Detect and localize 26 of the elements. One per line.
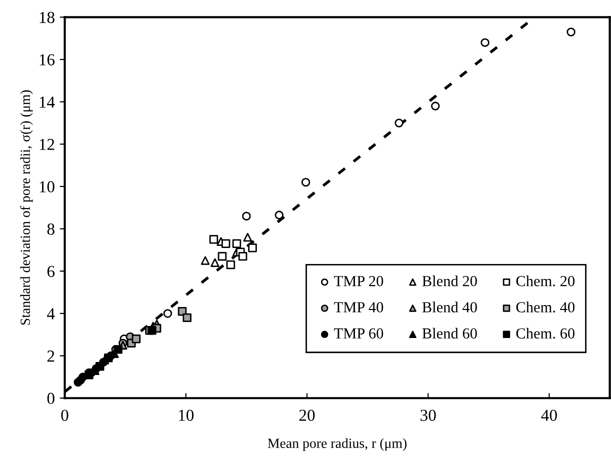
x-tick-label: 20 — [299, 410, 315, 421]
legend-label: Chem. 60 — [516, 328, 575, 339]
y-tick-label: 6 — [47, 266, 55, 278]
y-tick-label: 2 — [47, 350, 54, 362]
legend-label: Chem. 20 — [516, 275, 575, 286]
legend-label: TMP 40 — [334, 302, 384, 312]
legend-label: TMP 60 — [334, 328, 384, 339]
x-axis-title: Mean pore radius, r (μm) — [268, 438, 407, 451]
legend-label: Blend 20 — [422, 275, 477, 286]
x-tick-label: 40 — [541, 410, 557, 421]
x-tick-label: 0 — [61, 410, 68, 421]
legend-label: Chem. 40 — [516, 302, 575, 312]
x-tick-label: 30 — [420, 410, 436, 421]
y-tick-label: 8 — [47, 224, 54, 235]
y-axis-title: Standard deviation of pore radii, σ(r) (μm) — [20, 90, 33, 325]
legend-label: Blend 60 — [422, 328, 477, 339]
y-tick-label: 12 — [40, 138, 54, 150]
y-tick-label: 10 — [40, 181, 54, 192]
legend-label: TMP 20 — [334, 276, 384, 286]
y-tick-label: 16 — [40, 54, 55, 66]
y-tick-label: 0 — [47, 392, 54, 404]
y-tick-label: 18 — [40, 12, 54, 24]
y-tick-label: 4 — [47, 308, 55, 320]
x-tick-label: 10 — [179, 410, 194, 421]
legend-label: Blend 40 — [422, 302, 477, 312]
y-tick-label: 14 — [40, 96, 55, 108]
